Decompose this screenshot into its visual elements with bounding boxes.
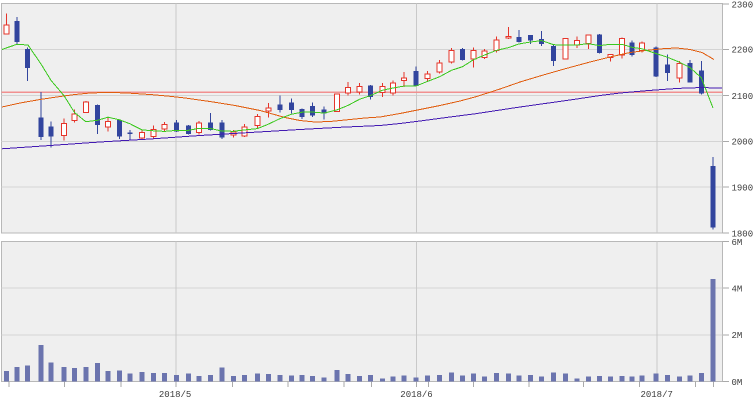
svg-text:1800: 1800 [732, 229, 754, 239]
svg-text:2000: 2000 [732, 138, 754, 148]
svg-text:2018/7: 2018/7 [640, 390, 672, 400]
svg-text:2M: 2M [732, 331, 743, 341]
svg-text:0M: 0M [732, 378, 743, 388]
svg-text:6M: 6M [732, 238, 743, 248]
svg-text:2018/6: 2018/6 [400, 390, 432, 400]
svg-text:2018/5: 2018/5 [159, 390, 191, 400]
svg-text:2100: 2100 [732, 92, 754, 102]
svg-text:2300: 2300 [732, 0, 754, 10]
svg-text:1900: 1900 [732, 184, 754, 194]
svg-text:4M: 4M [732, 285, 743, 295]
svg-text:2200: 2200 [732, 46, 754, 56]
